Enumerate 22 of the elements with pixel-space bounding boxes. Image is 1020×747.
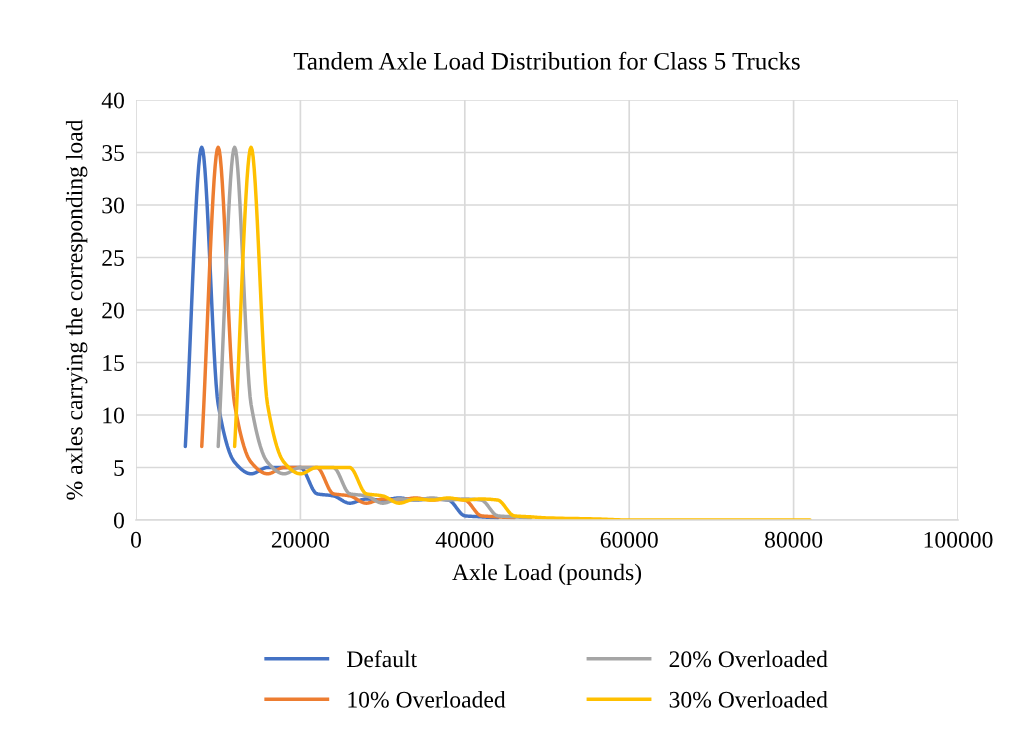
x-axis-title: Axle Load (pounds) — [452, 563, 642, 586]
y-tick-label: 15 — [103, 355, 124, 371]
y-tick-label: 10 — [103, 407, 124, 424]
x-tick-label: 0 — [131, 531, 141, 548]
chart-title: Tandem Axle Load Distribution for Class 5 Trucks — [293, 51, 800, 70]
y-tick-label: 40 — [101, 92, 124, 109]
y-tick-label: 5 — [114, 460, 124, 476]
y-tick-label: 25 — [102, 250, 124, 266]
x-tick-label: 60000 — [600, 531, 658, 548]
x-tick-label: 100000 — [924, 531, 993, 548]
legend-label: Default — [347, 650, 418, 668]
y-tick-label: 30 — [102, 197, 124, 214]
y-tick-label: 20 — [102, 302, 124, 319]
legend-label: 30% Overloaded — [669, 691, 828, 708]
x-tick-label: 80000 — [764, 531, 823, 548]
legend-label: 10% Overloaded — [348, 691, 506, 708]
y-tick-label: 0 — [113, 512, 124, 529]
y-axis-title: % axles carrying the corresponding load — [65, 119, 88, 500]
y-tick-label: 35 — [102, 145, 124, 161]
x-tick-label: 40000 — [435, 531, 494, 548]
x-tick-label: 20000 — [271, 531, 330, 548]
legend-label: 20% Overloaded — [669, 650, 828, 668]
